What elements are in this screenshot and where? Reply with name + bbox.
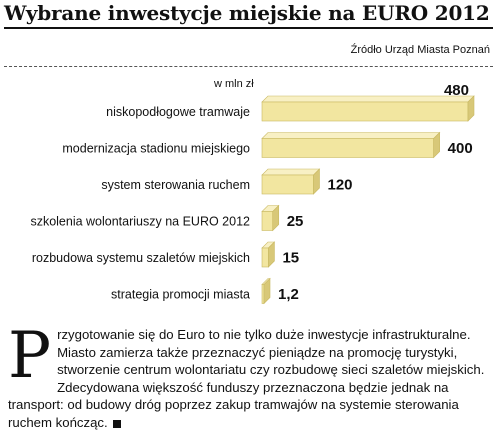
bar <box>261 101 469 122</box>
category-label: szkolenia wolontariuszy na EURO 2012 <box>30 215 250 229</box>
bar <box>261 174 314 195</box>
bar-top-face <box>261 132 441 139</box>
chart-title: Wybrane inwestycje miejskie na EURO 2012 <box>4 1 490 25</box>
drop-cap: P <box>8 319 52 393</box>
bar-end-face <box>313 168 320 195</box>
value-label: 15 <box>282 250 299 267</box>
bar-end-face <box>268 241 275 268</box>
bar <box>261 138 434 158</box>
title-underline <box>4 27 493 29</box>
value-label: 480 <box>444 82 469 99</box>
bar-end-face <box>272 204 280 232</box>
source-note: Źródło Urząd Miasta Poznań <box>350 44 490 56</box>
bar-end-face <box>433 131 440 159</box>
value-label: 25 <box>287 213 304 230</box>
value-label: 1,2 <box>278 286 299 303</box>
category-label: modernizacja stadionu miejskiego <box>62 142 250 156</box>
value-label: 120 <box>328 177 353 194</box>
article-text: rzygotowanie się do Euro to nie tylko du… <box>8 327 485 430</box>
bar-chart: niskopodłogowe tramwaje 480 modernizacja s… <box>30 82 475 305</box>
dashed-divider <box>4 66 493 67</box>
unit-label: w mln zł <box>214 78 254 90</box>
bar <box>261 211 274 231</box>
category-label: system sterowania ruchem <box>101 178 250 192</box>
category-label: niskopodłogowe tramwaje <box>106 105 250 119</box>
category-label: rozbudowa systemu szaletów miejskich <box>32 251 250 265</box>
article-body: P rzygotowanie się do Euro to nie tylko … <box>8 319 496 431</box>
end-mark-icon <box>112 419 121 428</box>
bar-end-face <box>467 95 475 122</box>
bar <box>261 247 269 268</box>
bar-top-face <box>261 95 475 103</box>
category-label: strategia promocji miasta <box>111 288 250 302</box>
value-label: 400 <box>448 140 473 157</box>
bar-top-face <box>261 168 321 176</box>
bar-end-face <box>263 277 271 305</box>
